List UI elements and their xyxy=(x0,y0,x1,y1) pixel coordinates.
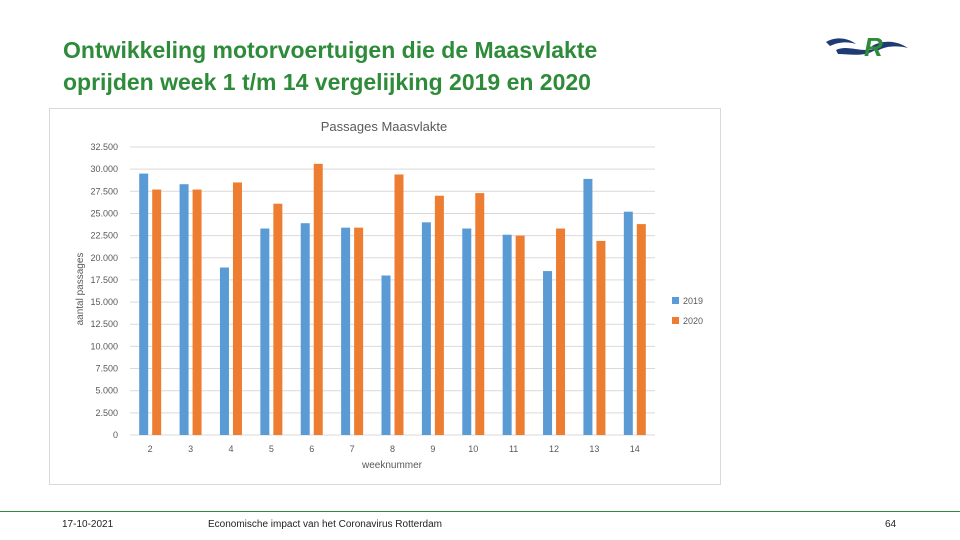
bar-2020-week-10 xyxy=(475,193,485,435)
x-tick-label: 10 xyxy=(468,444,478,454)
x-axis-title: weeknummer xyxy=(361,460,423,471)
bar-2020-week-14 xyxy=(636,224,646,435)
y-tick-label: 32.500 xyxy=(90,142,118,152)
legend-swatch-2020 xyxy=(672,317,679,324)
logo-letter: R xyxy=(864,32,883,62)
chart-title: Passages Maasvlakte xyxy=(321,119,447,134)
bar-2020-week-12 xyxy=(556,228,566,435)
x-tick-label: 8 xyxy=(390,444,395,454)
bar-2019-week-5 xyxy=(260,228,270,435)
y-tick-labels: 0 2.500 5.000 7.500 10.000 12.500 15.000 17.500… xyxy=(90,142,118,440)
slide-title: Ontwikkeling motorvoertuigen die de Maas… xyxy=(63,34,783,98)
legend-swatch-2019 xyxy=(672,297,679,304)
bar-2019-week-2 xyxy=(139,173,149,435)
bar-chart: Passages Maasvlakte aantal passages week… xyxy=(75,119,703,471)
y-axis-title: aantal passages xyxy=(75,253,86,326)
x-tick-label: 6 xyxy=(309,444,314,454)
x-tick-labels: 2 3 4 5 6 7 8 9 10 11 12 13 14 xyxy=(148,444,640,454)
y-tick-label: 25.000 xyxy=(90,208,118,218)
x-tick-label: 5 xyxy=(269,444,274,454)
bar-2019-week-9 xyxy=(421,222,431,435)
bar-2019-week-7 xyxy=(341,227,351,435)
y-tick-label: 12.500 xyxy=(90,319,118,329)
legend: 2019 2020 xyxy=(672,296,703,326)
slide-title-line2: oprijden week 1 t/m 14 vergelijking 2019… xyxy=(63,69,591,95)
x-tick-label: 3 xyxy=(188,444,193,454)
logo-swoosh-right xyxy=(872,41,908,52)
y-tick-label: 10.000 xyxy=(90,341,118,351)
bar-2019-week-10 xyxy=(462,228,472,435)
bar-2020-week-8 xyxy=(394,174,404,435)
x-tick-label: 11 xyxy=(509,444,518,454)
y-tick-label: 17.500 xyxy=(90,275,118,285)
x-tick-label: 4 xyxy=(228,444,233,454)
bar-2020-week-6 xyxy=(313,163,323,435)
y-tick-label: 30.000 xyxy=(90,164,118,174)
y-tick-label: 20.000 xyxy=(90,253,118,263)
footer-date: 17-10-2021 xyxy=(62,519,114,530)
legend-label-2020: 2020 xyxy=(683,316,703,326)
slide-title-line1: Ontwikkeling motorvoertuigen die de Maas… xyxy=(63,37,598,63)
x-tick-label: 14 xyxy=(630,444,640,454)
legend-label-2019: 2019 xyxy=(683,296,703,306)
y-tick-label: 2.500 xyxy=(95,408,118,418)
rotterdam-logo: R xyxy=(826,32,908,62)
logo-swoosh-left xyxy=(826,38,856,46)
gridlines xyxy=(130,146,655,436)
x-tick-label: 7 xyxy=(350,444,355,454)
bar-2019-week-12 xyxy=(543,271,553,435)
y-tick-label: 22.500 xyxy=(90,231,118,241)
bar-2019-week-11 xyxy=(502,234,512,435)
logo-wave xyxy=(836,48,878,55)
bar-2020-week-13 xyxy=(596,240,606,435)
bar-2019-week-13 xyxy=(583,178,593,435)
bars xyxy=(139,163,646,435)
bar-2019-week-14 xyxy=(623,211,633,435)
bar-2019-week-4 xyxy=(219,267,229,435)
x-tick-label: 13 xyxy=(589,444,599,454)
y-tick-label: 7.500 xyxy=(95,364,118,374)
x-tick-label: 2 xyxy=(148,444,153,454)
x-tick-label: 12 xyxy=(549,444,559,454)
y-tick-label: 15.000 xyxy=(90,297,118,307)
y-tick-label: 27.500 xyxy=(90,186,118,196)
bar-2020-week-4 xyxy=(232,182,242,435)
bar-2020-week-3 xyxy=(192,189,202,435)
bar-2020-week-11 xyxy=(515,235,525,435)
bar-2019-week-3 xyxy=(179,184,189,435)
x-tick-label: 9 xyxy=(430,444,435,454)
chart-frame: Passages Maasvlakte aantal passages week… xyxy=(49,108,721,485)
footer-divider xyxy=(0,511,960,512)
bar-2019-week-8 xyxy=(381,275,391,435)
y-tick-label: 5.000 xyxy=(95,386,118,396)
y-tick-label: 0 xyxy=(113,430,118,440)
page-number: 64 xyxy=(885,519,897,530)
bar-2020-week-9 xyxy=(434,195,444,435)
bar-2020-week-5 xyxy=(273,203,283,435)
bar-2020-week-2 xyxy=(152,189,162,435)
bar-2020-week-7 xyxy=(354,227,364,435)
bar-2019-week-6 xyxy=(300,223,310,435)
footer-caption: Economische impact van het Coronavirus R… xyxy=(208,519,442,530)
